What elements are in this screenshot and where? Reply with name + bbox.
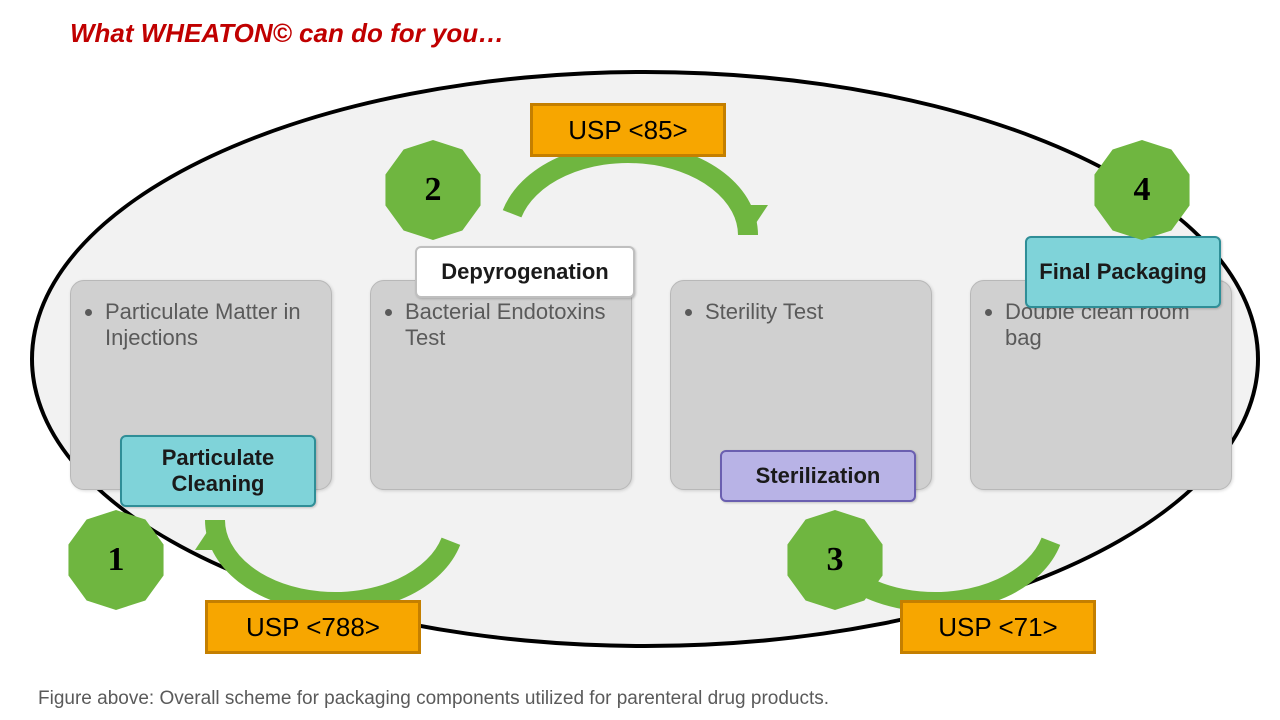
usp-tag-1: USP <85> bbox=[530, 103, 726, 157]
stage-label-1: Particulate Cleaning bbox=[120, 435, 316, 507]
process-box-2: Bacterial Endotoxins Test bbox=[370, 280, 632, 490]
process-box-item: Sterility Test bbox=[705, 299, 915, 325]
usp-tag-2: USP <788> bbox=[205, 600, 421, 654]
figure-caption: Figure above: Overall scheme for packagi… bbox=[38, 688, 829, 710]
process-box-item: Particulate Matter in Injections bbox=[105, 299, 315, 351]
stage-label-4: Final Packaging bbox=[1025, 236, 1221, 308]
process-box-4: Double clean room bag bbox=[970, 280, 1232, 490]
usp-tag-3: USP <71> bbox=[900, 600, 1096, 654]
stage-label-2: Depyrogenation bbox=[415, 246, 635, 298]
diagram-stage: Particulate Matter in Injections Bacteria… bbox=[0, 0, 1280, 720]
page-title: What WHEATON© can do for you… bbox=[70, 18, 504, 49]
stage-label-3: Sterilization bbox=[720, 450, 916, 502]
process-box-item: Bacterial Endotoxins Test bbox=[405, 299, 615, 351]
